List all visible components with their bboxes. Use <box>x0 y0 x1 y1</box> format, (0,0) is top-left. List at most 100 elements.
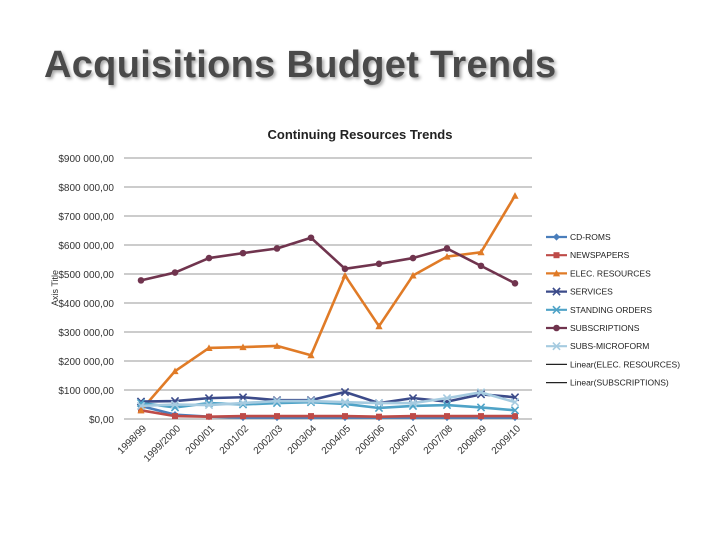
y-tick-label: $300 000,00 <box>58 328 114 339</box>
y-tick-label: $600 000,00 <box>58 241 114 252</box>
data-point <box>238 398 248 408</box>
y-tick-label: $100 000,00 <box>58 386 114 397</box>
data-point <box>443 245 451 252</box>
data-point <box>444 413 450 420</box>
series-line <box>140 391 516 408</box>
data-point <box>442 400 452 410</box>
y-tick-label: $700 000,00 <box>58 212 114 223</box>
x-tick-label: 2001/02 <box>218 423 252 457</box>
legend-label: SUBS-MICROFORM <box>570 341 649 351</box>
series-subscriptions <box>137 234 519 287</box>
series-elec-resources <box>137 192 519 414</box>
series-subs-microform <box>136 388 520 411</box>
data-point <box>408 398 418 408</box>
data-point <box>340 387 350 397</box>
data-point <box>137 277 145 284</box>
legend-label: CD-ROMS <box>570 232 611 242</box>
data-point <box>205 254 213 262</box>
legend-item: SUBSCRIPTIONS <box>546 323 640 333</box>
data-point <box>553 324 560 332</box>
data-point <box>171 367 179 375</box>
legend-label: Linear(SUBSCRIPTIONS) <box>570 378 669 388</box>
series-line <box>140 409 515 418</box>
legend-label: ELEC. RESOURCES <box>570 268 651 278</box>
series-line <box>140 400 516 412</box>
data-point <box>273 342 281 349</box>
data-point <box>307 351 315 359</box>
series-line <box>140 236 516 285</box>
series-line <box>140 390 516 405</box>
legend: CD-ROMS NEWSPAPERS ELEC. RESOURCES SERVICES… <box>546 232 680 388</box>
y-tick-label: $400 000,00 <box>58 299 114 310</box>
data-point <box>341 265 349 273</box>
y-tick-label: $500 000,00 <box>58 270 114 281</box>
series-line <box>140 195 517 412</box>
data-point <box>553 252 560 259</box>
legend-item: SUBS-MICROFORM <box>546 341 649 351</box>
legend-item: CD-ROMS <box>546 232 611 242</box>
gridlines <box>124 157 532 420</box>
data-point <box>477 248 485 256</box>
y-tick-label: $900 000,00 <box>58 154 114 165</box>
data-point <box>552 342 561 351</box>
legend-label: SUBSCRIPTIONS <box>570 323 640 333</box>
legend-item: STANDING ORDERS <box>546 305 652 315</box>
data-point <box>510 406 520 415</box>
data-point <box>172 413 178 420</box>
data-point <box>205 344 213 351</box>
data-point <box>342 413 348 420</box>
x-tick-label: 2003/04 <box>286 423 320 457</box>
y-tick-label: $800 000,00 <box>58 183 114 194</box>
y-axis-title: Axis Title <box>50 270 60 306</box>
data-point <box>274 413 280 420</box>
data-point <box>477 262 485 270</box>
x-tick-label: 1999/2000 <box>142 423 184 465</box>
data-point <box>171 269 179 276</box>
y-tick-label: $200 000,00 <box>58 357 114 368</box>
data-point <box>240 413 246 420</box>
data-point <box>552 305 561 314</box>
data-point <box>136 401 146 411</box>
legend-label: Linear(ELEC. RESOURCES) <box>570 359 680 369</box>
data-point <box>306 396 316 406</box>
data-point <box>204 400 214 410</box>
x-tick-label: 2009/10 <box>490 423 524 457</box>
x-tick-label: 2007/08 <box>422 423 456 457</box>
data-point <box>478 413 484 420</box>
x-tick-label: 2004/05 <box>320 423 354 457</box>
data-point <box>308 413 314 420</box>
data-point <box>376 413 382 420</box>
data-point <box>341 271 349 279</box>
data-point <box>443 253 451 260</box>
data-point <box>137 406 145 414</box>
data-point <box>206 413 212 420</box>
legend-item: NEWSPAPERS <box>546 250 630 260</box>
data-point <box>273 245 281 252</box>
data-point <box>340 398 350 407</box>
chart-title: Continuing Resources Trends <box>268 127 453 142</box>
data-point <box>239 249 247 257</box>
y-tick-label: $0,00 <box>89 415 114 426</box>
legend-label: NEWSPAPERS <box>570 250 630 260</box>
x-tick-label: 2002/03 <box>252 423 286 457</box>
data-point <box>442 393 452 403</box>
series-lines <box>136 192 520 422</box>
data-point <box>510 398 520 407</box>
legend-label: STANDING ORDERS <box>570 305 652 315</box>
data-point <box>476 388 486 397</box>
data-point <box>511 279 519 287</box>
data-point <box>410 413 416 420</box>
data-point <box>307 234 315 242</box>
data-point <box>552 269 561 277</box>
data-point <box>511 192 519 199</box>
data-point <box>512 413 518 420</box>
legend-label: SERVICES <box>570 287 613 297</box>
data-point <box>409 271 417 279</box>
x-tick-label: 2008/09 <box>456 423 490 457</box>
data-point <box>272 396 282 406</box>
legend-item: Linear(ELEC. RESOURCES) <box>546 359 680 369</box>
legend-item: SERVICES <box>546 287 613 297</box>
data-point <box>552 233 561 241</box>
